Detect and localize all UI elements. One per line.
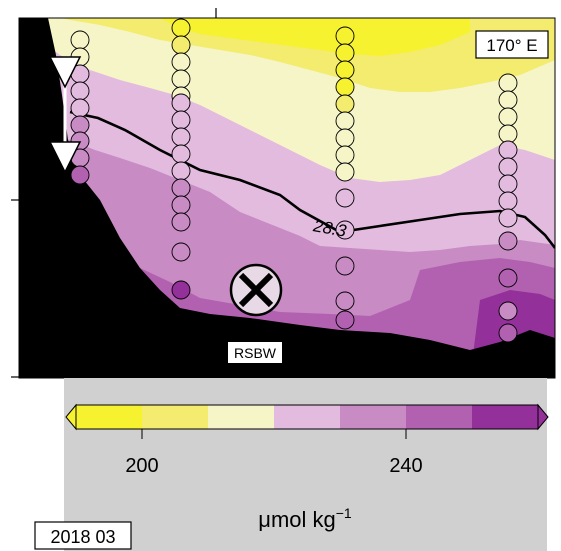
colorbar-bin xyxy=(340,405,406,429)
sample-point xyxy=(171,280,191,300)
sample-point xyxy=(498,323,518,343)
water-mass-label: RSBW xyxy=(234,345,277,361)
sample-point xyxy=(498,140,518,160)
sample-point xyxy=(171,242,191,262)
colorbar-unit-label: μmol kg−1 xyxy=(258,505,352,532)
sample-point xyxy=(498,208,518,228)
colorbar-tick-label: 200 xyxy=(125,455,158,477)
sample-point xyxy=(171,52,191,72)
colorbar-bin xyxy=(142,405,208,429)
sample-point xyxy=(335,77,355,97)
contour-fill xyxy=(160,18,470,56)
sample-point xyxy=(335,291,355,311)
date-label-box xyxy=(34,521,132,550)
plot-area xyxy=(19,18,555,378)
mooring-triangle-marker xyxy=(48,56,82,89)
sample-point xyxy=(498,268,518,288)
colorbar-bin xyxy=(208,405,274,429)
cross-marker xyxy=(229,263,283,317)
sample-point xyxy=(335,256,355,276)
mooring-triangle-marker xyxy=(48,141,82,174)
sample-point xyxy=(70,115,90,135)
section-label-box xyxy=(475,30,549,59)
sample-point xyxy=(335,26,355,46)
sample-point xyxy=(171,178,191,198)
sample-point xyxy=(171,212,191,232)
sample-point xyxy=(335,145,355,165)
sample-point xyxy=(171,69,191,89)
sample-point xyxy=(335,220,355,240)
sample-point xyxy=(171,110,191,130)
seafloor-bathymetry xyxy=(19,18,555,378)
colorbar-max-extend xyxy=(537,403,549,431)
sample-point xyxy=(335,310,355,330)
sample-point xyxy=(171,127,191,147)
sample-point xyxy=(171,144,191,164)
sample-point xyxy=(171,35,191,55)
sample-point xyxy=(335,94,355,114)
colorbar-bin xyxy=(274,405,340,429)
sample-point xyxy=(70,81,90,101)
sample-point xyxy=(70,165,90,185)
sample-point xyxy=(498,73,518,93)
sample-point xyxy=(335,188,355,208)
sample-point xyxy=(498,157,518,177)
sample-point xyxy=(498,191,518,211)
sample-point xyxy=(498,301,518,321)
sample-point xyxy=(335,128,355,148)
sample-point xyxy=(335,111,355,131)
colorbar-bin xyxy=(472,405,538,429)
section-label: 170° E xyxy=(486,36,537,55)
colorbar xyxy=(65,403,549,431)
sample-point xyxy=(335,43,355,63)
sample-point xyxy=(171,18,191,38)
unit-text: μmol kg xyxy=(258,507,335,532)
sample-point xyxy=(498,124,518,144)
sample-point xyxy=(335,60,355,80)
sample-point xyxy=(335,162,355,182)
colorbar-ticks: 200 240 xyxy=(125,429,423,477)
sample-point xyxy=(498,90,518,110)
sample-point xyxy=(498,231,518,251)
sample-point xyxy=(171,93,191,113)
sample-point xyxy=(70,30,90,50)
colorbar-bin xyxy=(406,405,472,429)
date-label: 2018 03 xyxy=(50,527,115,547)
sample-point xyxy=(498,107,518,127)
sample-point xyxy=(171,195,191,215)
colorbar-bin xyxy=(76,405,142,429)
unit-exponent: −1 xyxy=(336,505,352,521)
sample-point xyxy=(70,98,90,118)
colorbar-tick-label: 240 xyxy=(389,455,422,477)
sample-point xyxy=(498,174,518,194)
sample-point xyxy=(171,161,191,181)
water-mass-label-box xyxy=(228,342,282,363)
colorbar-min-extend xyxy=(65,403,77,431)
